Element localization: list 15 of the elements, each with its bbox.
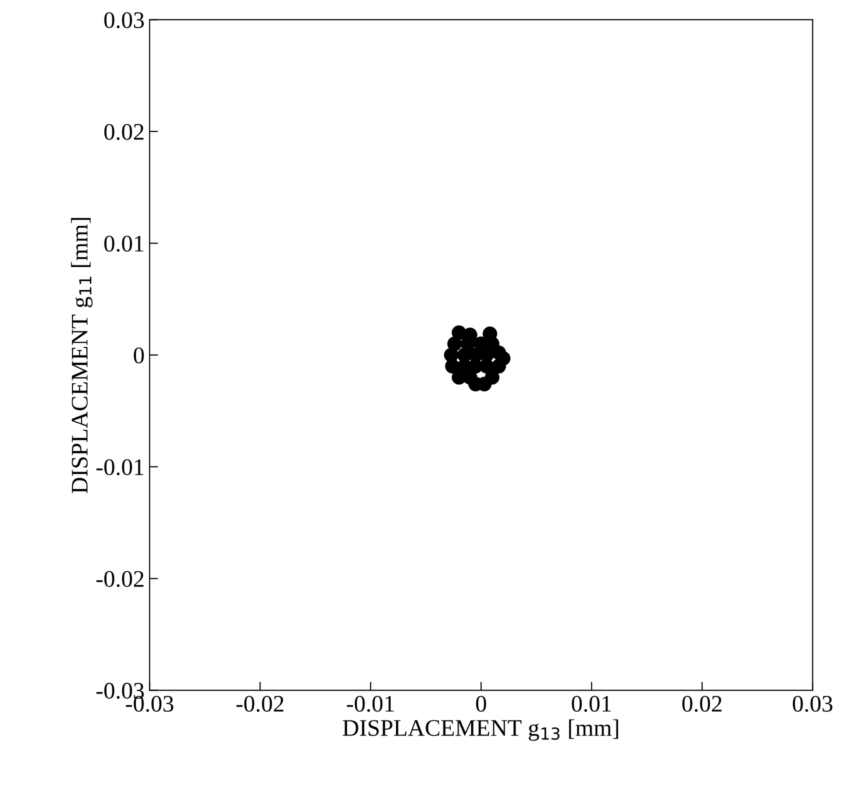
x-tick-label: 0.01 — [572, 696, 611, 712]
x-tick-label: 0.02 — [682, 696, 722, 712]
y-tick-label: 0 — [134, 347, 144, 364]
x-tick-label: -0.02 — [236, 696, 284, 712]
y-tick-label: 0.02 — [104, 124, 144, 140]
y-tick-label: -0.02 — [96, 571, 144, 588]
y-tick-label: -0.01 — [96, 459, 144, 476]
point — [491, 358, 506, 374]
x-axis-title: DISPLACEMENT g$_{13}$ [mm] — [342, 719, 618, 741]
y-tick-label: 0.01 — [104, 236, 144, 252]
y-tick-label: 0.03 — [104, 12, 144, 28]
x-tick-label: -0.01 — [346, 696, 394, 712]
x-tick-label: 0.03 — [792, 696, 832, 712]
y-axis-title: DISPLACEMENT g$_{11}$ [mm] — [71, 218, 93, 494]
x-tick-label: 0 — [476, 696, 486, 712]
